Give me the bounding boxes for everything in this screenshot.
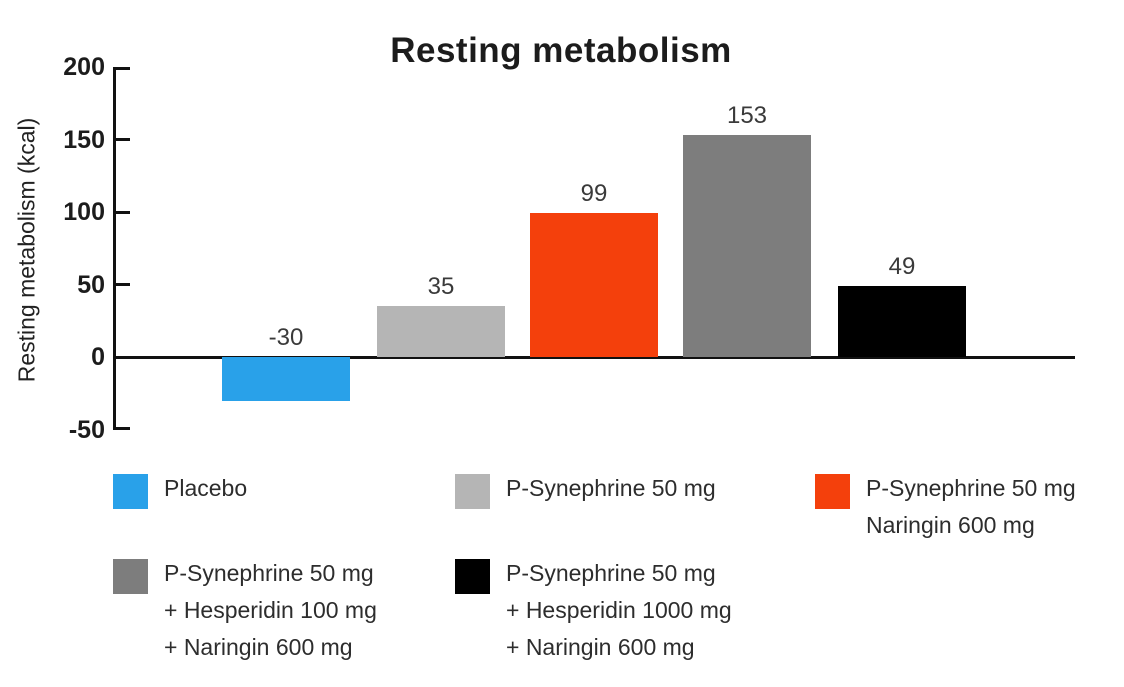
bar xyxy=(683,135,811,357)
legend-swatch xyxy=(455,474,490,509)
legend-label: P-Synephrine 50 mg + Hesperidin 100 mg + N… xyxy=(164,555,377,666)
legend-swatch xyxy=(113,559,148,594)
legend-label-line: P-Synephrine 50 mg xyxy=(164,560,374,586)
x-axis-line xyxy=(113,356,1075,359)
bar-value-label: -30 xyxy=(268,324,304,351)
legend-item: P-Synephrine 50 mg xyxy=(455,473,815,509)
legend-label: P-Synephrine 50 mg + Hesperidin 1000 mg + … xyxy=(506,555,732,666)
bar-value-label: 99 xyxy=(580,180,608,208)
legend-label-line: P-Synephrine 50 mg xyxy=(506,560,716,586)
y-tick-mark xyxy=(116,210,130,214)
bar-value-label: 49 xyxy=(888,252,916,280)
legend-item: P-Synephrine 50 mg + Hesperidin 100 mg + N… xyxy=(113,558,455,666)
legend-row-1: Placebo P-Synephrine 50 mg P-Synephrine 50… xyxy=(113,473,1076,544)
chart-title: Resting metabolism xyxy=(390,31,732,70)
y-tick-mark xyxy=(116,427,130,430)
y-tick-label: 100 xyxy=(63,198,105,226)
legend-label: Placebo xyxy=(164,470,247,507)
legend-label-line: + Hesperidin 100 mg xyxy=(164,597,377,623)
legend-label-line: Placebo xyxy=(164,475,248,501)
y-axis-line xyxy=(113,67,116,430)
y-tick-label: 50 xyxy=(77,270,105,299)
legend-swatch xyxy=(815,474,850,509)
legend-swatch xyxy=(113,474,148,509)
legend-item: P-Synephrine 50 mg Naringin 600 mg xyxy=(815,473,1076,544)
legend-swatch xyxy=(455,559,490,594)
legend-label: P-Synephrine 50 mg xyxy=(506,470,716,507)
legend-item: Placebo xyxy=(113,473,455,509)
legend-label-line: + Hesperidin 1000 mg xyxy=(506,597,732,623)
y-tick-label: 200 xyxy=(63,53,105,81)
bar-value-label: 153 xyxy=(726,102,768,130)
legend-item: P-Synephrine 50 mg + Hesperidin 1000 mg + … xyxy=(455,558,732,666)
y-tick-mark xyxy=(116,138,130,141)
legend-label: P-Synephrine 50 mg Naringin 600 mg xyxy=(866,470,1076,544)
legend-label-line: Naringin 600 mg xyxy=(866,512,1035,538)
legend-row-2: P-Synephrine 50 mg + Hesperidin 100 mg + N… xyxy=(113,558,732,666)
bar xyxy=(222,357,350,401)
legend-label-line: + Naringin 600 mg xyxy=(164,634,353,660)
legend-label-line: + Naringin 600 mg xyxy=(506,634,695,660)
y-tick-label: 0 xyxy=(91,343,105,371)
y-tick-mark xyxy=(116,67,130,70)
bar xyxy=(838,285,966,357)
bar-value-label: 35 xyxy=(427,273,455,301)
y-tick-mark xyxy=(116,283,130,286)
bar xyxy=(530,213,658,357)
legend-label-line: P-Synephrine 50 mg xyxy=(866,475,1076,501)
y-tick-label: 150 xyxy=(63,125,105,154)
bar xyxy=(377,306,505,357)
y-tick-label: -50 xyxy=(68,415,105,444)
legend-label-line: P-Synephrine 50 mg xyxy=(506,475,716,501)
